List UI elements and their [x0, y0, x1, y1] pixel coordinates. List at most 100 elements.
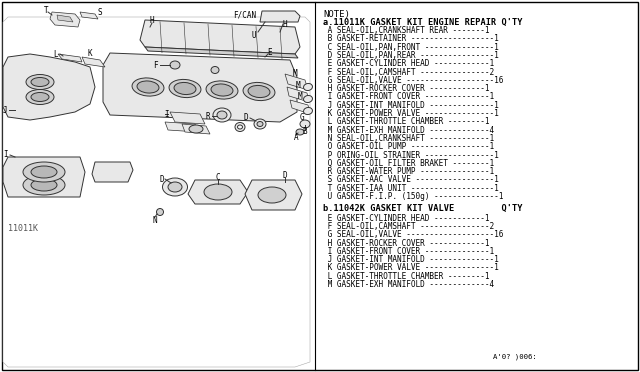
- Ellipse shape: [132, 78, 164, 96]
- Ellipse shape: [254, 119, 266, 129]
- Polygon shape: [285, 74, 308, 90]
- Text: L GASKET-THROTTLE CHAMBER --------1: L GASKET-THROTTLE CHAMBER --------1: [323, 272, 490, 281]
- Polygon shape: [50, 12, 80, 27]
- Ellipse shape: [296, 129, 304, 135]
- Text: M GASKET-EXH MANIFOLD -------------4: M GASKET-EXH MANIFOLD -------------4: [323, 280, 494, 289]
- Polygon shape: [287, 87, 309, 102]
- Ellipse shape: [157, 208, 163, 215]
- Text: N: N: [153, 215, 157, 224]
- Text: M GASKET-EXH MANIFOLD -------------4: M GASKET-EXH MANIFOLD -------------4: [323, 126, 494, 135]
- Ellipse shape: [31, 179, 57, 191]
- Text: F: F: [153, 61, 157, 70]
- Text: E GASKET-CYLINDER HEAD ------------1: E GASKET-CYLINDER HEAD ------------1: [323, 59, 494, 68]
- Ellipse shape: [257, 122, 263, 126]
- Text: H: H: [283, 19, 287, 29]
- Ellipse shape: [31, 77, 49, 87]
- Text: J GASKET-INT MANIFOLD --------------1: J GASKET-INT MANIFOLD --------------1: [323, 255, 499, 264]
- Text: G SEAL-OIL,VALVE -------------------16: G SEAL-OIL,VALVE -------------------16: [323, 76, 504, 85]
- Text: A'0? )006:: A'0? )006:: [493, 353, 537, 360]
- Text: I GASKET-FRONT COVER --------------1: I GASKET-FRONT COVER --------------1: [323, 247, 494, 256]
- Ellipse shape: [235, 122, 245, 131]
- Polygon shape: [3, 54, 95, 120]
- Text: a.11011K GASKET KIT ENGINE REPAIR Q'TY: a.11011K GASKET KIT ENGINE REPAIR Q'TY: [323, 18, 522, 27]
- Ellipse shape: [303, 83, 312, 90]
- Text: I: I: [4, 150, 8, 158]
- Text: T GASKET-IAA UNIT ------------------1: T GASKET-IAA UNIT ------------------1: [323, 184, 499, 193]
- Text: L: L: [54, 49, 58, 58]
- Text: B: B: [303, 126, 307, 135]
- Text: K GASKET-POWER VALVE ---------------1: K GASKET-POWER VALVE ---------------1: [323, 109, 499, 118]
- Text: G: G: [300, 112, 304, 122]
- Polygon shape: [245, 180, 302, 210]
- Polygon shape: [103, 53, 297, 122]
- Ellipse shape: [137, 81, 159, 93]
- Text: E GASKET-CYLINDER HEAD -----------1: E GASKET-CYLINDER HEAD -----------1: [323, 214, 490, 222]
- Text: N SEAL-OIL,CRANKSHAFT -------------1: N SEAL-OIL,CRANKSHAFT -------------1: [323, 134, 494, 143]
- Text: L GASKET-THROTTLE CHAMBER --------1: L GASKET-THROTTLE CHAMBER --------1: [323, 117, 490, 126]
- Text: I: I: [164, 109, 170, 119]
- Ellipse shape: [211, 84, 233, 96]
- Text: J GASKET-INT MANIFOLD --------------1: J GASKET-INT MANIFOLD --------------1: [323, 101, 499, 110]
- Text: H: H: [150, 16, 154, 25]
- Ellipse shape: [303, 108, 312, 115]
- Text: C: C: [216, 173, 220, 182]
- Ellipse shape: [31, 93, 49, 102]
- Ellipse shape: [23, 175, 65, 195]
- Polygon shape: [57, 15, 73, 22]
- Ellipse shape: [31, 166, 57, 178]
- Ellipse shape: [237, 125, 243, 129]
- Polygon shape: [58, 54, 82, 62]
- Text: NOTE): NOTE): [323, 10, 350, 19]
- Text: A: A: [294, 132, 298, 141]
- Ellipse shape: [163, 178, 188, 196]
- Text: M: M: [298, 92, 302, 100]
- Ellipse shape: [189, 125, 203, 133]
- Polygon shape: [188, 180, 248, 204]
- Text: b.11042K GASKET KIT VALVE         Q'TY: b.11042K GASKET KIT VALVE Q'TY: [323, 204, 522, 213]
- Text: E: E: [268, 48, 272, 57]
- Ellipse shape: [26, 74, 54, 90]
- Text: J: J: [3, 106, 7, 115]
- Text: A SEAL-OIL,CRANKSHAFT REAR -------1: A SEAL-OIL,CRANKSHAFT REAR -------1: [323, 26, 490, 35]
- Ellipse shape: [211, 67, 219, 74]
- Polygon shape: [3, 157, 85, 197]
- Ellipse shape: [26, 90, 54, 105]
- Polygon shape: [140, 20, 300, 54]
- Ellipse shape: [300, 120, 310, 128]
- Text: T: T: [44, 6, 48, 15]
- Text: H GASKET-ROCKER COVER ------------1: H GASKET-ROCKER COVER ------------1: [323, 84, 490, 93]
- Ellipse shape: [170, 61, 180, 69]
- Polygon shape: [82, 57, 105, 67]
- Text: F SEAL-OIL,CAMSHAFT ---------------2: F SEAL-OIL,CAMSHAFT ---------------2: [323, 222, 494, 231]
- Polygon shape: [145, 47, 298, 58]
- Text: R: R: [205, 112, 211, 121]
- Text: B GASKET-RETAINER ------------------1: B GASKET-RETAINER ------------------1: [323, 34, 499, 43]
- Text: Q GASKET-OIL FILTER BRAKET --------1: Q GASKET-OIL FILTER BRAKET --------1: [323, 159, 494, 168]
- Ellipse shape: [168, 182, 182, 192]
- Text: D: D: [160, 174, 164, 183]
- Ellipse shape: [213, 108, 231, 122]
- Text: O GASKET-OIL PUMP -----------------1: O GASKET-OIL PUMP -----------------1: [323, 142, 494, 151]
- Polygon shape: [165, 122, 198, 132]
- Ellipse shape: [174, 83, 196, 94]
- Polygon shape: [92, 162, 133, 182]
- Text: C SEAL-OIL,PAN,FRONT ---------------1: C SEAL-OIL,PAN,FRONT ---------------1: [323, 43, 499, 52]
- Ellipse shape: [258, 187, 286, 203]
- Text: D: D: [244, 112, 248, 122]
- Text: F SEAL-OIL,CAMSHAFT ---------------2: F SEAL-OIL,CAMSHAFT ---------------2: [323, 67, 494, 77]
- Ellipse shape: [204, 184, 232, 200]
- Text: D: D: [283, 170, 287, 180]
- Polygon shape: [290, 100, 310, 114]
- Text: S: S: [98, 7, 102, 16]
- Ellipse shape: [169, 80, 201, 97]
- Ellipse shape: [303, 96, 312, 103]
- Text: U: U: [252, 31, 256, 39]
- Text: 11011K: 11011K: [8, 224, 38, 233]
- Text: H GASKET-ROCKER COVER ------------1: H GASKET-ROCKER COVER ------------1: [323, 238, 490, 247]
- Text: P ORING-OIL STRAINER ---------------1: P ORING-OIL STRAINER ---------------1: [323, 151, 499, 160]
- Text: U GASKET-F.I.P. (150g) --------------1: U GASKET-F.I.P. (150g) --------------1: [323, 192, 504, 201]
- Text: K GASKET-POWER VALVE ---------------1: K GASKET-POWER VALVE ---------------1: [323, 263, 499, 272]
- Polygon shape: [182, 124, 210, 134]
- Text: M: M: [296, 80, 300, 90]
- Text: M: M: [292, 68, 298, 77]
